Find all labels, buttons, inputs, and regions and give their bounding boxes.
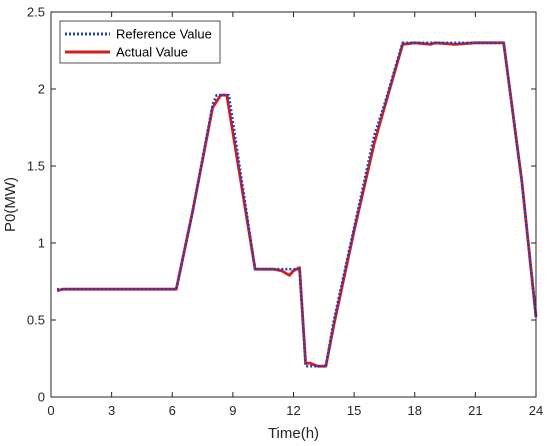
legend-label-reference: Reference Value [116,27,212,42]
x-tick-label: 3 [108,403,115,418]
x-axis-ticks: 0 3 6 9 12 15 18 21 24 [47,12,543,418]
x-tick-label: 0 [47,403,54,418]
x-tick-label: 15 [347,403,361,418]
legend: Reference Value Actual Value [59,20,221,64]
legend-label-actual: Actual Value [116,45,188,60]
x-axis-label: Time(h) [268,425,319,442]
y-tick-label: 2.5 [27,5,45,20]
x-tick-label: 21 [468,403,482,418]
legend-box [59,20,221,64]
x-tick-label: 24 [529,403,543,418]
x-tick-label: 6 [169,403,176,418]
y-tick-label: 2 [38,82,45,97]
x-tick-label: 18 [408,403,422,418]
series-layer [56,41,538,368]
x-tick-label: 12 [286,403,300,418]
y-tick-label: 1 [38,236,45,251]
y-tick-label: 0.5 [27,313,45,328]
y-axis-ticks: 0 0.5 1 1.5 2 2.5 [27,5,536,405]
x-tick-label: 9 [229,403,236,418]
y-axis-label: P0(MW) [2,177,19,232]
plot-area [51,12,536,397]
y-tick-label: 1.5 [27,159,45,174]
series-line-reference-value [57,41,538,368]
y-tick-label: 0 [38,390,45,405]
